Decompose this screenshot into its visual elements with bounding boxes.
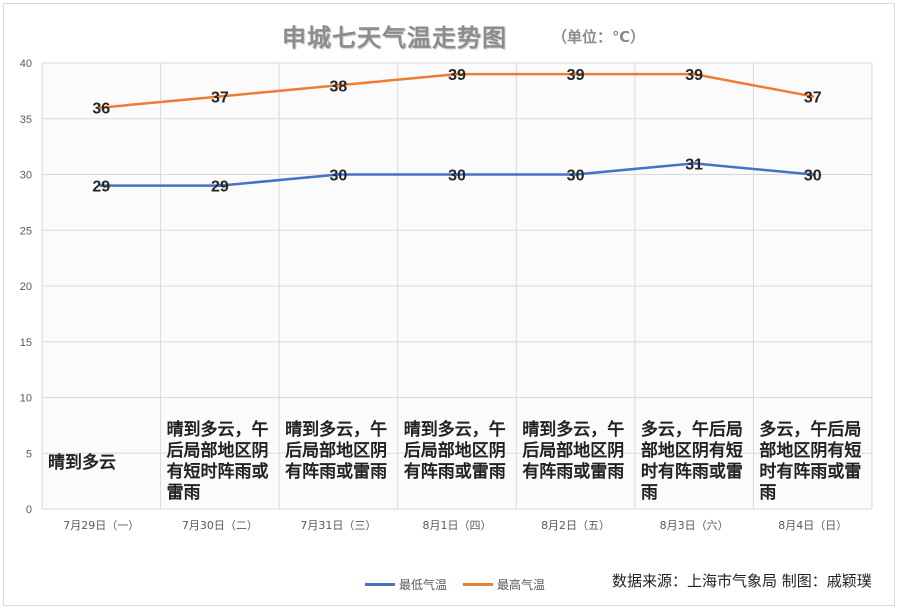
x-tick-label: 7月30日（二） xyxy=(182,519,258,532)
legend: 最低气温 最高气温 xyxy=(365,576,561,593)
data-label: 39 xyxy=(567,67,585,84)
legend-swatch-low xyxy=(365,583,395,586)
weather-text: 晴到多云 xyxy=(48,453,116,473)
data-point xyxy=(455,173,459,176)
y-tick-label: 5 xyxy=(26,448,32,460)
data-point xyxy=(692,161,696,165)
data-point xyxy=(218,94,222,98)
data-point xyxy=(811,94,815,98)
y-tick-label: 15 xyxy=(20,337,32,349)
x-tick-label: 8月4日（日） xyxy=(778,519,847,532)
data-label: 39 xyxy=(448,67,466,84)
x-tick-label: 7月29日（一） xyxy=(63,519,139,532)
legend-label-low: 最低气温 xyxy=(399,578,448,592)
data-label: 30 xyxy=(330,168,348,185)
weather-text: 晴到多云，午后局部地区阴有阵雨或雷雨 xyxy=(403,420,506,482)
weather-text: 晴到多云，午后局部地区阴有短时阵雨或雷雨 xyxy=(166,420,269,503)
unit-label: （单位：℃） xyxy=(552,28,646,46)
data-point xyxy=(99,184,103,188)
weather-text: 多云，午后局部地区阴有短时有阵雨或雷雨 xyxy=(759,420,862,503)
legend-label-high: 最高气温 xyxy=(497,578,546,592)
chart-title: 申城七天气温走势图 xyxy=(282,24,507,52)
x-tick-label: 8月3日（六） xyxy=(660,519,729,532)
data-point xyxy=(336,173,340,176)
y-tick-label: 35 xyxy=(20,114,32,126)
data-point xyxy=(455,72,459,76)
legend-swatch-high xyxy=(463,583,494,586)
data-point xyxy=(336,83,340,87)
data-label: 37 xyxy=(211,89,229,106)
y-tick-label: 40 xyxy=(20,58,32,70)
data-point xyxy=(99,106,103,110)
y-tick-label: 20 xyxy=(20,281,32,293)
data-label: 36 xyxy=(92,101,110,118)
data-label: 30 xyxy=(448,168,466,185)
data-label: 31 xyxy=(685,156,703,173)
x-tick-label: 8月2日（五） xyxy=(541,519,610,532)
data-point xyxy=(692,72,696,76)
y-tick-label: 0 xyxy=(26,504,32,516)
legend-item-low: 最低气温 xyxy=(365,576,447,593)
data-label: 39 xyxy=(685,67,703,84)
data-label: 29 xyxy=(211,179,229,196)
legend-item-high: 最高气温 xyxy=(463,576,545,593)
data-point xyxy=(218,184,222,188)
data-point xyxy=(574,72,578,76)
y-tick-label: 30 xyxy=(20,170,32,182)
y-tick-label: 25 xyxy=(20,225,32,237)
data-label: 37 xyxy=(804,89,822,106)
y-tick-label: 10 xyxy=(20,393,32,405)
weather-text: 多云，午后局部地区阴有短时有阵雨或雷雨 xyxy=(640,420,743,503)
weather-text: 晴到多云，午后局部地区阴有阵雨或雷雨 xyxy=(285,420,388,482)
x-tick-label: 7月31日（三） xyxy=(300,519,376,532)
x-tick-label: 8月1日（四） xyxy=(423,519,492,532)
data-label: 38 xyxy=(330,78,348,95)
data-label: 30 xyxy=(804,168,822,185)
data-label: 30 xyxy=(567,168,585,185)
data-point xyxy=(574,173,578,176)
source-credit: 数据来源：上海市气象局 制图：戚颖璞 xyxy=(612,572,872,590)
data-label: 29 xyxy=(92,179,110,196)
weather-text: 晴到多云，午后局部地区阴有阵雨或雷雨 xyxy=(522,420,625,482)
data-point xyxy=(811,173,815,176)
